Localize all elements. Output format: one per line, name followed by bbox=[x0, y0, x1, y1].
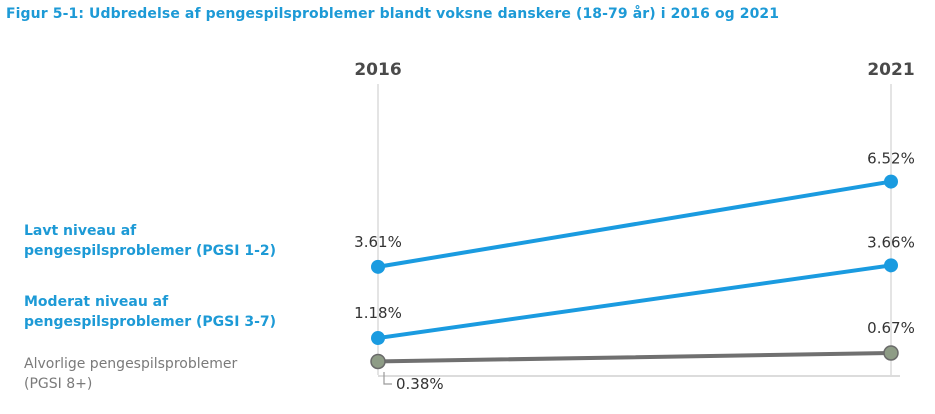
series-point-0-2021 bbox=[884, 174, 898, 189]
series-label-lavt-line2: pengespilsproblemer (PGSI 1-2) bbox=[24, 243, 277, 259]
series-label-moderat: Moderat niveau af pengespilsproblemer (P… bbox=[24, 292, 276, 332]
series-label-lavt: Lavt niveau af pengespilsproblemer (PGSI… bbox=[24, 221, 276, 261]
series-line-0 bbox=[376, 179, 893, 269]
year-label-2016: 2016 bbox=[354, 60, 401, 80]
series-label-alvorlige: Alvorlige pengespilsproblemer (PGSI 8+) bbox=[24, 354, 237, 394]
series-point-0-2016 bbox=[371, 259, 385, 274]
year-label-2021: 2021 bbox=[867, 60, 914, 80]
series-line-2 bbox=[376, 350, 893, 364]
series-label-moderat-line1: Moderat niveau af bbox=[24, 294, 169, 310]
series-label-lavt-line1: Lavt niveau af bbox=[24, 223, 137, 239]
value-callout-leader-2 bbox=[383, 372, 392, 385]
series-label-moderat-line2: pengespilsproblemer (PGSI 3-7) bbox=[24, 314, 277, 330]
value-label-0-2021: 6.52% bbox=[867, 150, 915, 168]
chart-title: Figur 5-1: Udbredelse af pengespilsprobl… bbox=[6, 6, 780, 22]
series-point-2-2016 bbox=[370, 353, 386, 370]
value-label-1-2021: 3.66% bbox=[867, 233, 915, 251]
value-label-1-2016: 1.18% bbox=[354, 304, 402, 322]
series-label-alvorlige-line1: Alvorlige pengespilsproblemer bbox=[24, 356, 238, 372]
series-point-1-2016 bbox=[371, 331, 385, 346]
series-label-alvorlige-line2: (PGSI 8+) bbox=[24, 376, 93, 392]
series-point-1-2021 bbox=[884, 258, 898, 273]
series-line-1 bbox=[376, 263, 893, 341]
value-label-2-2016: 0.38% bbox=[396, 375, 444, 393]
series-point-2-2021 bbox=[883, 345, 899, 361]
value-label-2-2021: 0.67% bbox=[867, 319, 915, 337]
value-label-0-2016: 3.61% bbox=[354, 233, 402, 251]
